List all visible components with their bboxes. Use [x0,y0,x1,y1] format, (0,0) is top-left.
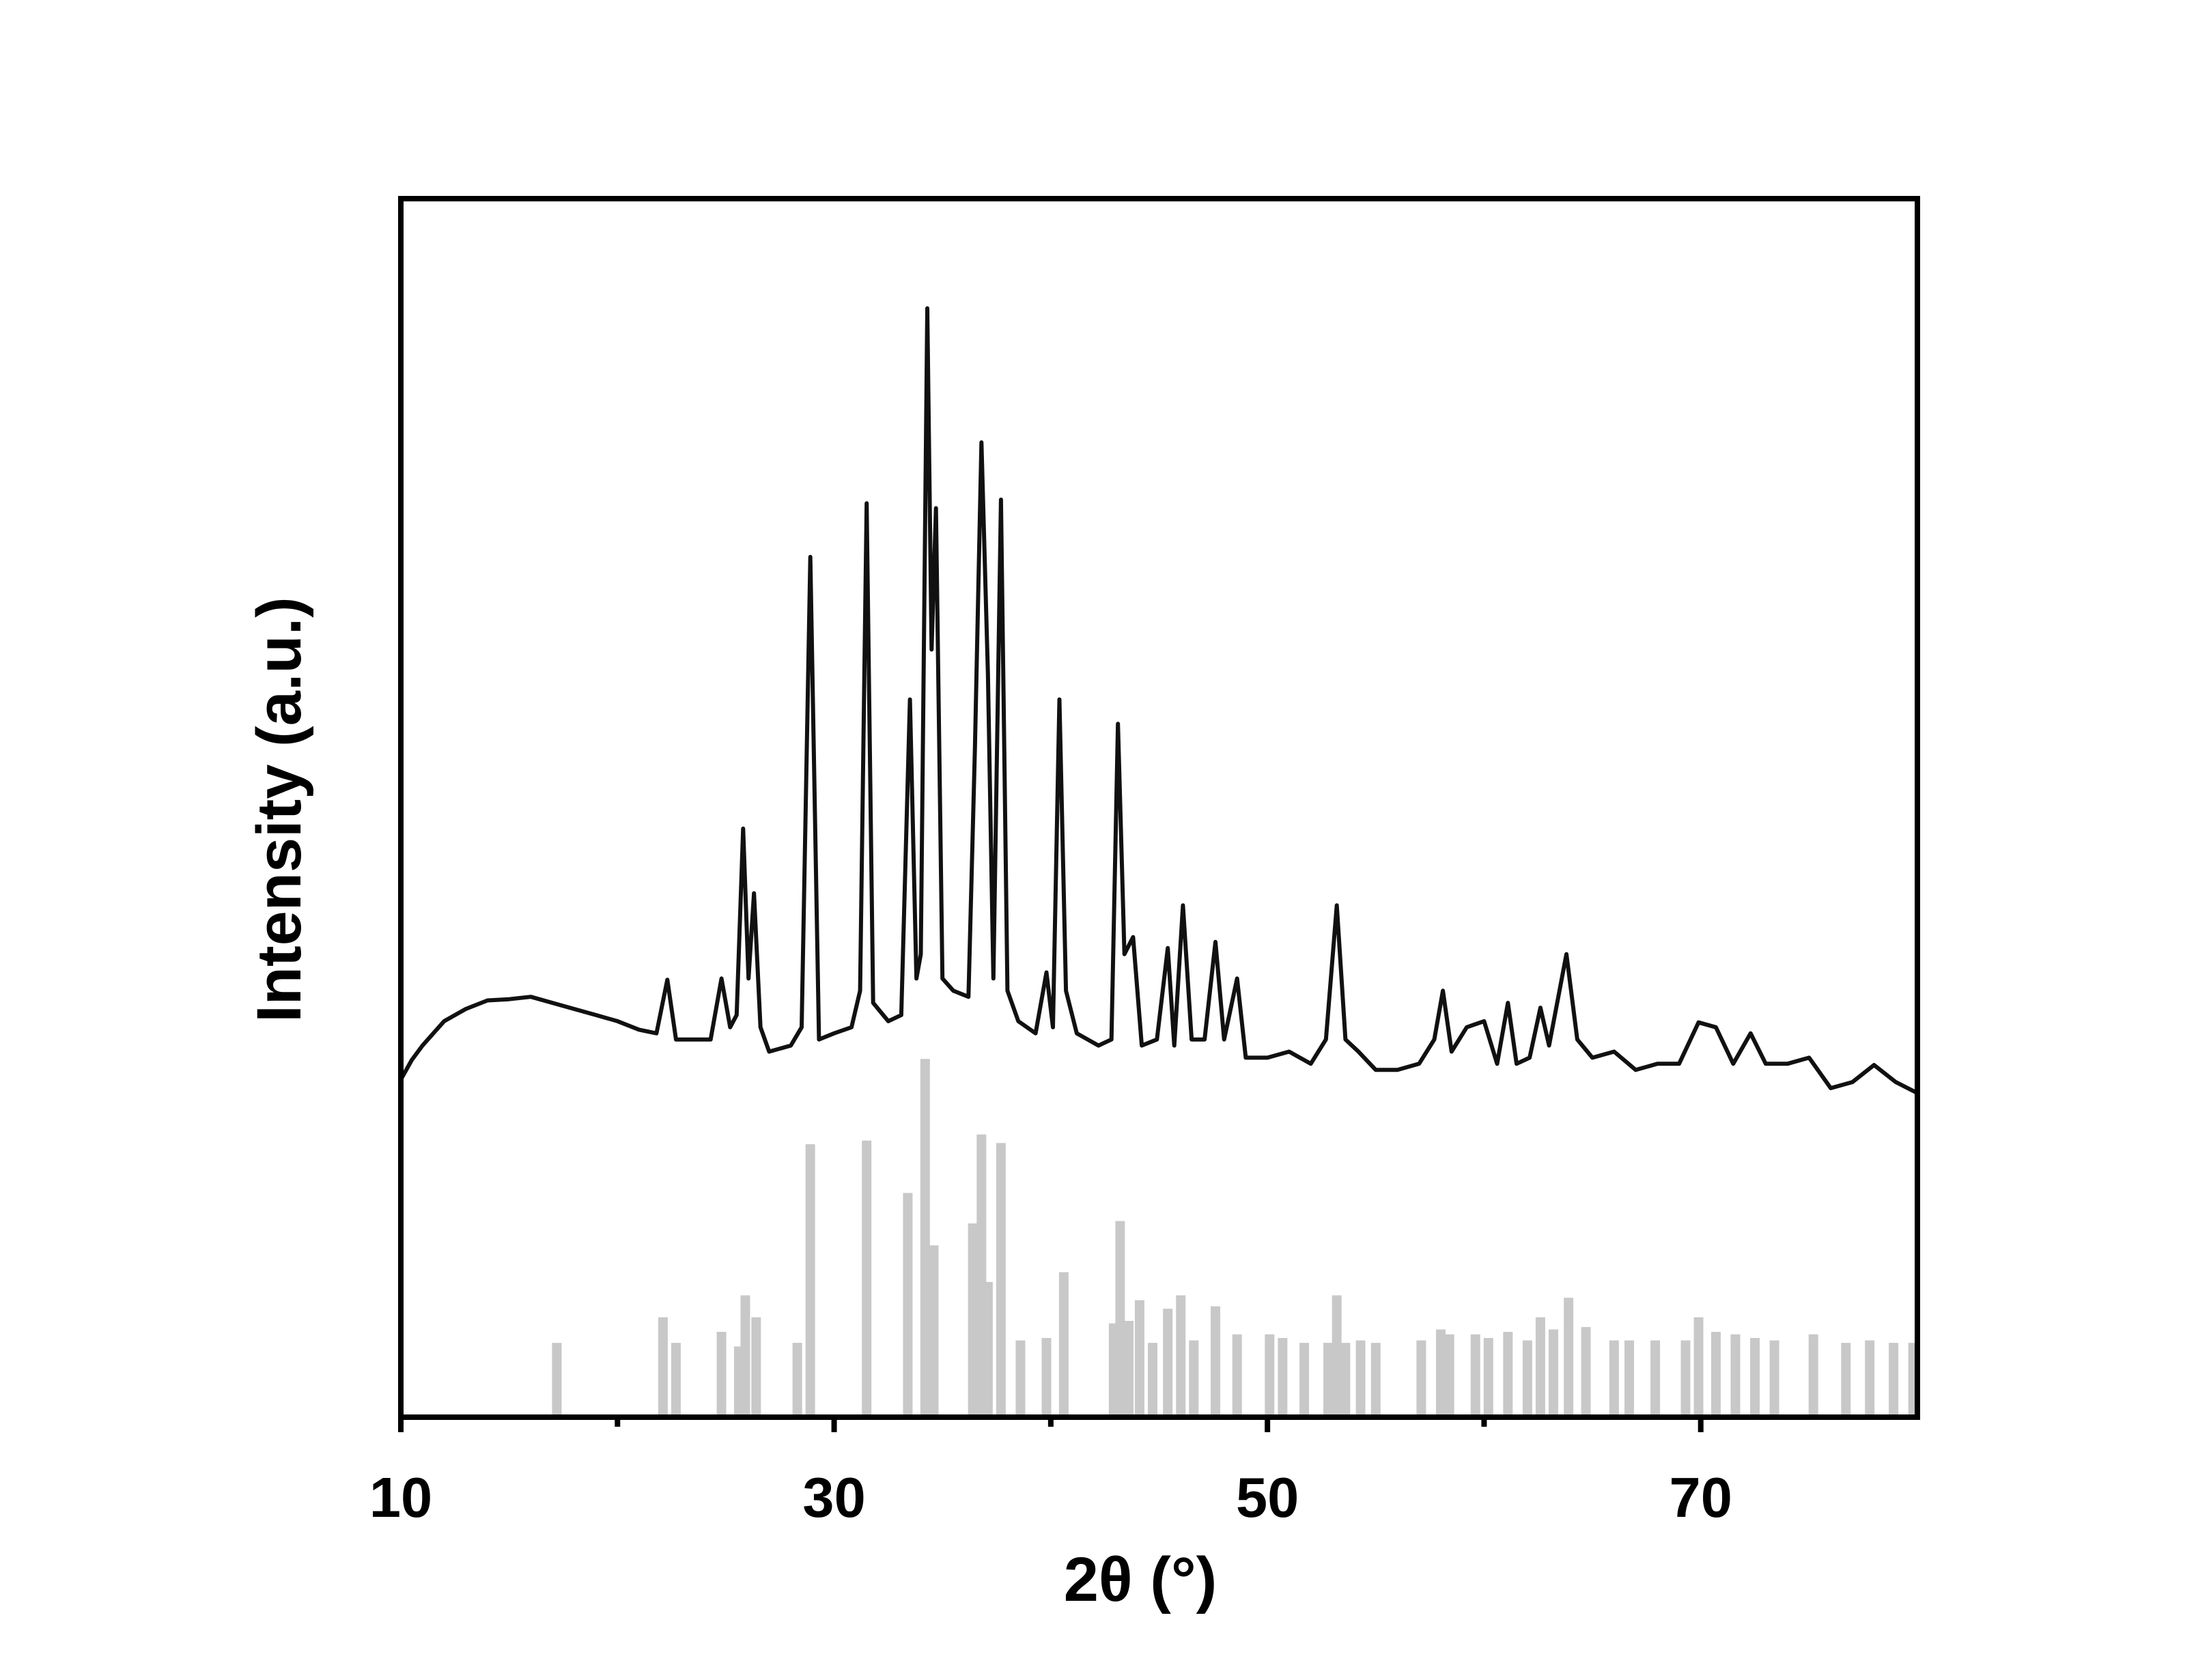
reference-bar [1535,1317,1545,1417]
reference-bar [920,1059,930,1417]
reference-bar [1015,1340,1026,1417]
reference-bar [1210,1306,1220,1417]
reference-bar [903,1193,913,1417]
reference-bar [1444,1334,1454,1417]
reference-bar [1332,1295,1342,1417]
reference-bar [1680,1340,1691,1417]
reference-bar [1370,1343,1381,1417]
reference-bar [1176,1295,1186,1417]
reference-bar [983,1281,993,1417]
plot-frame [398,196,1920,1420]
reference-bar [658,1317,668,1417]
reference-bar [1841,1343,1851,1417]
reference-bar [1323,1343,1333,1417]
x-axis-label: 2θ (°) [1064,1545,1217,1614]
y-axis-label: Intensity (a.u.) [244,597,314,1023]
x-tick-label: 50 [1236,1466,1299,1529]
reference-bar [1522,1340,1532,1417]
reference-bar [1865,1340,1875,1417]
reference-bar [805,1144,815,1417]
reference-bar [1730,1334,1741,1417]
reference-bar [1503,1332,1513,1417]
reference-bar [1299,1343,1310,1417]
reference-bar [1041,1337,1052,1417]
reference-bar [1134,1300,1144,1417]
reference-bar [1609,1340,1619,1417]
reference-bar [740,1295,750,1417]
pattern-line [399,306,1919,1095]
reference-bar [552,1343,562,1417]
reference-bar [1232,1334,1242,1417]
reference-bar [792,1343,802,1417]
reference-bar [1808,1334,1818,1417]
reference-bar [671,1343,681,1417]
reference-bar [1548,1329,1558,1417]
reference-bar [1147,1343,1157,1417]
reference-bar [1564,1298,1574,1417]
reference-bar [1624,1340,1635,1417]
reference-bar [1340,1343,1351,1417]
reference-bar [1163,1309,1173,1417]
reference-bar [929,1245,939,1417]
reference-bar [968,1223,978,1417]
reference-bar [1750,1337,1760,1417]
reference-bar [1769,1340,1779,1417]
reference-bar [1058,1272,1069,1417]
reference-bar [1470,1334,1480,1417]
reference-bar [996,1143,1006,1417]
reference-bar [1189,1340,1199,1417]
reference-bar [716,1332,727,1417]
reference-bar [1483,1337,1493,1417]
reference-bar [1124,1320,1134,1417]
reference-bar [1581,1326,1591,1417]
reference-bar [1889,1343,1899,1417]
x-tick-label: 10 [369,1466,432,1529]
reference-bar [1416,1340,1426,1417]
reference-bar [1650,1340,1661,1417]
x-tick-label: 30 [802,1466,865,1529]
x-tick-label: 70 [1670,1466,1732,1529]
reference-bar [1693,1317,1704,1417]
reference-bar [1435,1329,1446,1417]
reference-bar [1115,1221,1125,1417]
reference-bar [751,1317,761,1417]
reference-bar [1711,1332,1721,1417]
reference-bar [1265,1334,1275,1417]
reference-bar [1278,1337,1288,1417]
reference-bar [862,1140,872,1417]
reference-bar [1355,1340,1366,1417]
